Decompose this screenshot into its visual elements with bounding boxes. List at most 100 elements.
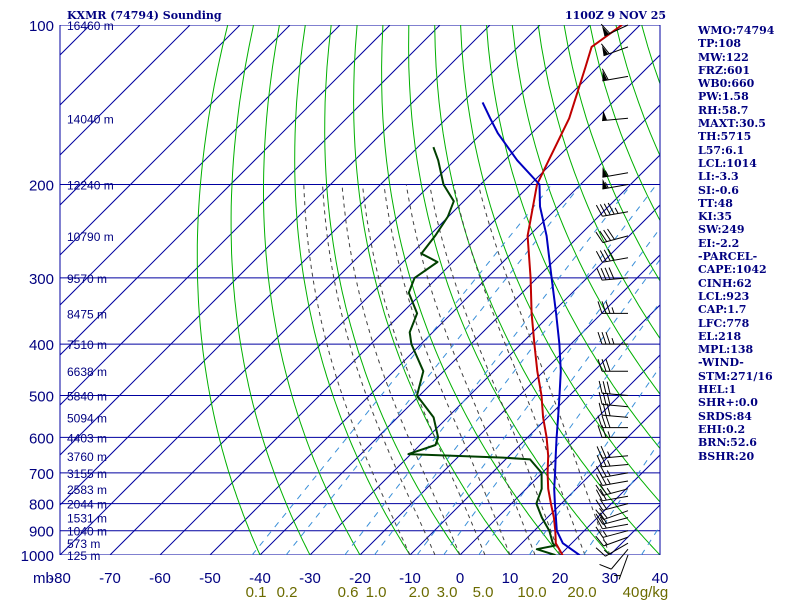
mixing-ratio-label: 0.1	[246, 584, 267, 600]
isotherm-line	[259, 154, 660, 555]
index-item: WB0:660	[698, 77, 755, 91]
wind-barb-flag	[602, 403, 607, 416]
wind-barb-staff	[602, 455, 629, 459]
index-item: LCL:923	[698, 289, 750, 303]
wind-barb-staff	[610, 548, 629, 570]
temperature-tick-label: 10	[502, 570, 519, 587]
wind-barb	[598, 392, 629, 408]
dry-adiabat-line	[408, 25, 611, 555]
wind-barb-flag	[607, 228, 615, 240]
wind-barb-flag	[595, 250, 603, 263]
index-item: MAXT:30.5	[698, 117, 766, 131]
wind-barb	[596, 267, 629, 281]
wind-barb-flag	[602, 392, 607, 405]
temperature-profile-line	[526, 25, 623, 555]
wind-barb	[597, 301, 628, 314]
mixing-ratio-label: 40	[623, 584, 640, 600]
dry-adiabat-line	[381, 25, 561, 555]
wind-barb-flag	[595, 509, 604, 520]
wind-barb	[595, 535, 629, 547]
height-label: 2583 m	[67, 483, 107, 497]
wind-barb-staff	[602, 414, 629, 418]
wind-barb-staff	[602, 403, 629, 408]
dry-adiabat-line	[196, 25, 261, 555]
wind-barb	[595, 512, 629, 525]
isotherm-line	[409, 304, 660, 555]
wind-barb-halfflag	[614, 575, 621, 577]
station-title: KXMR (74794) Sounding	[67, 9, 222, 22]
index-item: BSHR:20	[698, 449, 755, 463]
wind-barb-staff	[618, 554, 629, 580]
wind-barb-flag	[595, 499, 604, 511]
dry-adiabat-line	[537, 25, 660, 340]
plot-area	[60, 25, 660, 555]
sounding-datetime: 1100Z 9 NOV 25	[565, 9, 667, 22]
height-label: 12240 m	[67, 179, 114, 193]
dry-adiabat-line	[263, 25, 361, 555]
mixing-ratio-label: 10.0	[517, 584, 546, 600]
height-label: 4403 m	[67, 431, 107, 445]
index-item: WMO:74794	[698, 24, 775, 37]
wind-barb-pennant	[602, 26, 609, 36]
wind-barb-flag	[607, 202, 615, 215]
wind-barb-flag	[605, 415, 611, 428]
index-item: SI:-0.6	[698, 183, 739, 197]
index-item: EL:218	[698, 329, 742, 343]
wind-barb	[599, 548, 629, 570]
wind-barb-flag	[598, 392, 603, 405]
dry-adiabat-line	[511, 25, 660, 395]
moist-adiabat-line	[453, 184, 586, 555]
wind-barb-flag	[598, 380, 603, 394]
wind-barb-flag	[599, 512, 608, 524]
wind-barb	[597, 331, 628, 345]
height-label: 9570 m	[67, 272, 107, 286]
temperature-tick-label: -30	[299, 570, 321, 587]
wind-barb-staff	[602, 488, 629, 497]
dry-adiabat-line	[771, 25, 800, 566]
dry-adiabat-line	[486, 25, 660, 450]
mixing-ratio-label: 0.2	[277, 584, 298, 600]
mixing-ratio-line	[416, 227, 660, 555]
isotherm-line	[60, 25, 541, 506]
isotherm-line	[60, 25, 391, 356]
dewpoint-profile-line	[407, 146, 557, 555]
mixing-ratio-line	[478, 301, 660, 555]
wind-barb-flag	[595, 513, 604, 525]
wind-barb-flag	[605, 301, 611, 314]
wind-barb	[602, 167, 629, 178]
moist-adiabat-line	[341, 184, 461, 555]
wind-barb	[595, 526, 629, 538]
wind-barb-flag	[597, 415, 603, 428]
moist-adiabat-line	[303, 184, 411, 555]
height-label: 573 m	[67, 537, 100, 551]
wind-barb-pennant	[602, 45, 609, 56]
index-item: LCL:1014	[698, 156, 757, 170]
index-item: HEL:1	[698, 383, 737, 397]
wind-barb-pennant	[602, 178, 608, 190]
wind-barb-staff	[603, 46, 629, 57]
isotherm-line	[209, 104, 660, 555]
wind-barb-staff	[602, 257, 629, 263]
index-item: LFC:778	[698, 316, 750, 330]
wind-barb-flag	[595, 474, 603, 486]
wind-barb-flag	[604, 267, 611, 280]
index-item: SW:249	[698, 223, 745, 237]
wind-barb-flag	[595, 484, 604, 496]
wind-barb-flag	[603, 229, 612, 241]
index-item: -WIND-	[698, 356, 744, 370]
temperature-tick-label: -80	[49, 570, 71, 587]
index-item: FRZ:601	[698, 63, 751, 77]
wind-barb-halfflag	[611, 307, 615, 314]
wind-barb-flag	[601, 359, 607, 372]
pressure-tick-label: 600	[29, 430, 54, 447]
temperature-tick-label: -70	[99, 570, 121, 587]
mixing-ratio-line	[583, 440, 660, 555]
moist-adiabat-line	[322, 184, 436, 555]
moist-adiabat-line	[383, 184, 511, 555]
wind-barb	[600, 23, 629, 37]
wind-barb-staff	[603, 510, 629, 521]
wind-barb	[597, 359, 628, 372]
wind-barb	[598, 380, 629, 396]
wind-barb-flag	[595, 535, 604, 547]
wind-barb	[595, 202, 629, 217]
